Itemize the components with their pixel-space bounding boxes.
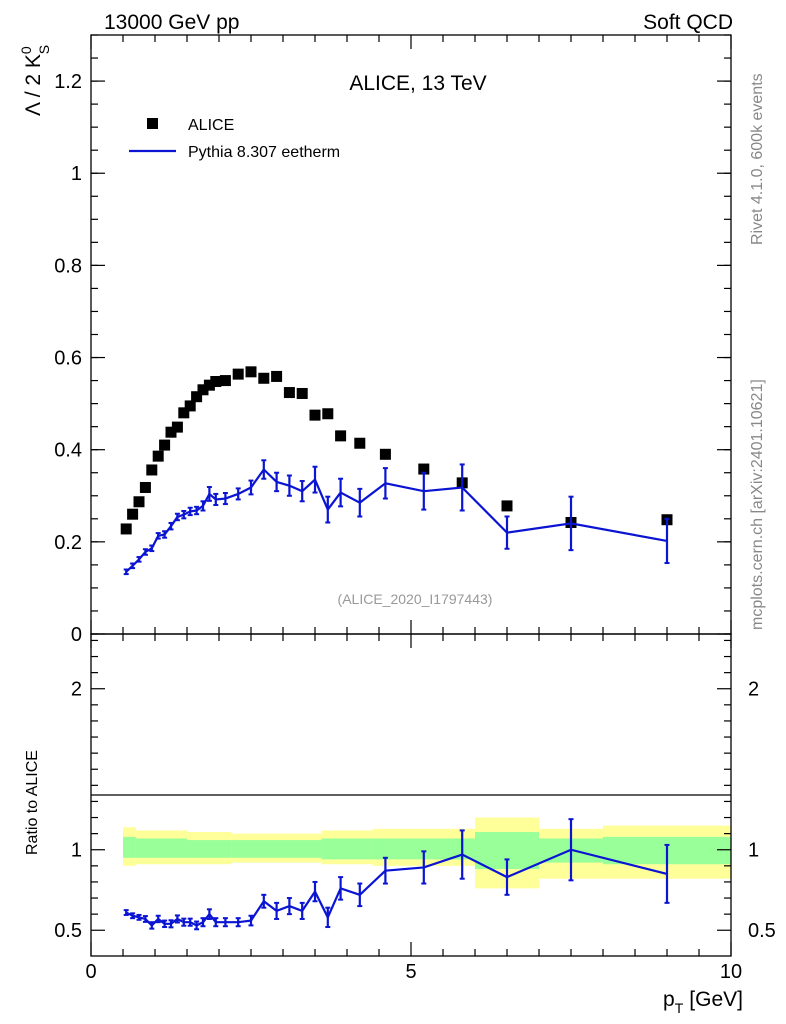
alice-data-point (258, 372, 270, 384)
ratio-y-tick-label-right: 0.5 (748, 920, 776, 942)
ratio-band-inner (123, 836, 136, 858)
main-panel: 0 0.2 0.4 0.6 0.8 1 1.2 ALICE, 13 TeV (ALICE_2… (18, 34, 732, 646)
alice-data-point (219, 375, 231, 387)
alice-data-point (245, 366, 257, 378)
alice-data-point (322, 408, 334, 420)
ratio-band-inner (321, 838, 373, 860)
header-category-label: Soft QCD (643, 11, 733, 34)
alice-data-point (271, 370, 283, 382)
header-beam-label: 13000 GeV pp (104, 11, 239, 34)
alice-data-point (296, 387, 308, 399)
x-axis-label: pT [GeV] (663, 988, 743, 1016)
alice-data-point (184, 400, 196, 412)
legend-label-pythia: Pythia 8.307 eetherm (188, 144, 340, 161)
ratio-y-tick-label: 1 (71, 840, 82, 862)
main-panel-data (120, 366, 673, 576)
alice-data-point (152, 450, 164, 462)
ratio-band-inner (231, 840, 322, 858)
alice-data-point (354, 437, 366, 449)
alice-data-point (418, 463, 430, 475)
ratio-panel-frame (90, 633, 732, 957)
alice-data-point (379, 448, 391, 460)
ratio-panel-ticks: 0.5 0.5 1 1 2 2 0 5 10 (54, 634, 776, 983)
legend: ALICE Pythia 8.307 eetherm (129, 117, 340, 161)
alice-data-point (203, 379, 215, 391)
ratio-panel-data (123, 818, 670, 931)
main-y-tick-label: 0.4 (54, 440, 82, 462)
svg-text:Λ / 2 K0S: Λ / 2 K0 S (18, 45, 52, 116)
main-y-tick-label: 1.2 (54, 71, 82, 93)
main-y-tick-label: 0.8 (54, 255, 82, 277)
main-y-axis-label: Λ / 2 K0 S (18, 45, 52, 116)
y-label-sup: 0 (18, 46, 34, 54)
ratio-band-inner (135, 838, 187, 858)
alice-data-point (133, 496, 145, 508)
main-y-tick-label: 0.6 (54, 348, 82, 370)
alice-data-point (127, 508, 139, 520)
legend-label-alice: ALICE (188, 117, 234, 134)
ratio-uncertainty-bands (123, 817, 731, 889)
main-y-tick-label: 0.2 (54, 532, 82, 554)
alice-data-point (197, 384, 209, 396)
plot-title: ALICE, 13 TeV (349, 72, 486, 95)
alice-data-point (210, 375, 222, 387)
rivet-version-label: Rivet 4.1.0, 600k events (749, 73, 766, 245)
ratio-y-tick-label: 0.5 (54, 920, 82, 942)
ratio-x-tick-label: 0 (85, 961, 96, 983)
ratio-x-tick-label: 5 (405, 961, 416, 983)
analysis-tag: (ALICE_2020_I1797443) (338, 591, 493, 607)
alice-data-point (139, 481, 151, 493)
ratio-band-inner (372, 838, 475, 860)
ratio-panel: 0.5 0.5 1 1 2 2 0 5 10 Ratio to ALICE pT [GeV] (24, 633, 776, 1016)
y-label-main: Λ / 2 K (22, 54, 45, 116)
alice-data-point (159, 439, 171, 451)
ratio-y-tick-label-right: 1 (748, 840, 759, 862)
main-panel-frame (90, 34, 732, 635)
alice-data-point (501, 500, 513, 512)
alice-data-point (309, 409, 321, 421)
mcplots-reference-label: mcplots.cern.ch [arXiv:2401.10621] (749, 379, 766, 630)
ratio-x-tick-label: 10 (720, 961, 742, 983)
alice-data-point (165, 426, 177, 438)
y-label-sub: S (36, 45, 52, 54)
alice-data-point (120, 523, 132, 535)
legend-marker-alice (147, 118, 158, 129)
pythia-line (125, 467, 668, 573)
alice-data-point (146, 464, 158, 476)
main-panel-ticks: 0 0.2 0.4 0.6 0.8 1 1.2 (54, 34, 732, 646)
x-label-main: p (663, 988, 675, 1011)
main-y-tick-label: 0 (71, 624, 82, 646)
main-y-tick-label: 1 (71, 163, 82, 185)
ratio-y-tick-label-right: 2 (748, 679, 759, 701)
alice-data-point (178, 407, 190, 419)
alice-data-point (232, 368, 244, 380)
x-label-sub: T (675, 1000, 684, 1016)
ratio-band-inner (187, 840, 232, 858)
alice-data-point (191, 391, 203, 403)
alice-data-point (335, 430, 347, 442)
alice-data-point (171, 421, 183, 433)
ratio-y-tick-label: 2 (71, 679, 82, 701)
ratio-y-axis-label: Ratio to ALICE (24, 750, 41, 855)
alice-data-point (283, 387, 295, 399)
x-label-unit: [GeV] (689, 988, 743, 1011)
